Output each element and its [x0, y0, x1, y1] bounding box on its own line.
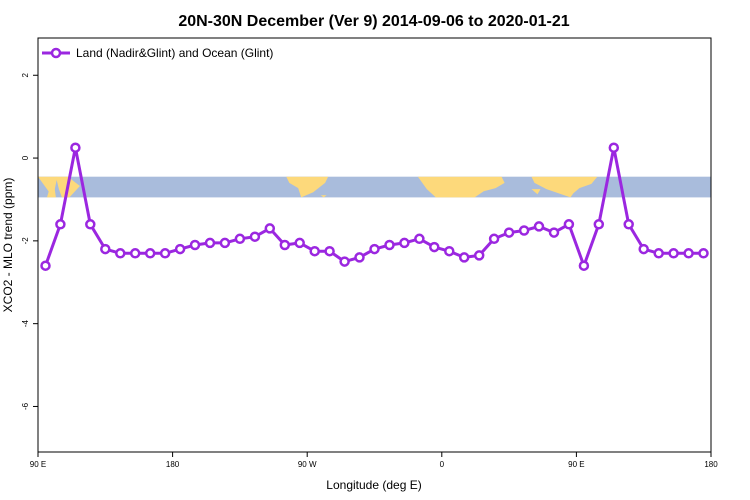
chart-title: 20N-30N December (Ver 9) 2014-09-06 to 2…	[178, 13, 569, 30]
data-point	[503, 227, 515, 238]
data-point	[488, 233, 500, 245]
plot-frame	[37, 37, 712, 453]
data-point	[219, 237, 231, 249]
x-axis-label: Longitude (deg E)	[326, 478, 421, 492]
data-point	[309, 245, 320, 257]
y-tick-label: 2	[21, 72, 30, 77]
data-point	[354, 252, 365, 263]
series-layer	[40, 142, 709, 271]
y-axis: 2 0 -2 -4 -6	[21, 72, 38, 410]
data-point	[144, 248, 156, 259]
map-land	[286, 176, 329, 198]
data-point	[653, 248, 664, 259]
map-land	[531, 189, 541, 195]
map-land	[417, 176, 505, 198]
y-tick-label: -4	[21, 320, 30, 328]
x-tick-label: 0	[440, 460, 445, 469]
data-point	[129, 248, 141, 259]
data-point	[623, 219, 634, 230]
x-tick-label: 90 E	[30, 460, 46, 469]
data-point	[279, 239, 291, 251]
data-point	[548, 227, 560, 238]
legend-swatch-marker	[50, 47, 62, 59]
map-ocean	[38, 176, 711, 198]
data-point	[458, 252, 470, 263]
x-tick-label: 180	[704, 460, 718, 469]
y-tick-label: -6	[21, 402, 30, 410]
map-land	[531, 176, 598, 198]
x-tick-label: 180	[166, 460, 180, 469]
x-tick-label: 90 W	[298, 460, 317, 469]
data-point	[324, 245, 335, 257]
data-point	[100, 243, 111, 255]
data-point	[563, 219, 575, 230]
data-point	[668, 248, 679, 259]
data-point	[593, 219, 605, 230]
data-point	[85, 219, 96, 230]
data-point	[204, 237, 216, 249]
data-point	[429, 241, 440, 253]
data-point	[174, 243, 186, 255]
data-point	[638, 243, 649, 255]
data-point	[384, 239, 395, 251]
map-band	[38, 176, 711, 198]
data-point	[444, 245, 455, 257]
data-point	[369, 243, 380, 255]
data-point	[234, 233, 246, 245]
y-tick-label: -2	[21, 237, 30, 245]
data-point	[339, 256, 350, 267]
data-point	[70, 142, 81, 153]
data-point	[159, 248, 171, 259]
data-point	[115, 248, 126, 259]
data-point	[264, 223, 276, 234]
legend-entry-label: Land (Nadir&Glint) and Ocean (Glint)	[76, 46, 273, 60]
data-point	[608, 142, 620, 153]
data-point	[399, 237, 410, 249]
y-tick-label: 0	[21, 155, 30, 160]
y-axis-label: XCO2 - MLO trend (ppm)	[1, 178, 15, 313]
data-point	[294, 237, 305, 249]
data-point	[55, 219, 66, 230]
data-point	[518, 225, 530, 236]
data-point	[698, 248, 709, 259]
data-point	[533, 221, 545, 232]
data-point	[683, 248, 694, 259]
map-land	[47, 176, 56, 198]
data-point	[189, 239, 201, 251]
data-point	[40, 260, 51, 271]
data-point	[414, 233, 425, 245]
x-tick-label: 90 E	[568, 460, 584, 469]
x-axis: 90 E 180 90 W 0 90 E 180	[30, 452, 718, 469]
data-point	[578, 260, 590, 271]
data-point	[473, 250, 485, 261]
legend: Land (Nadir&Glint) and Ocean (Glint)	[42, 46, 273, 60]
data-point	[249, 231, 261, 242]
map-land	[320, 195, 327, 198]
